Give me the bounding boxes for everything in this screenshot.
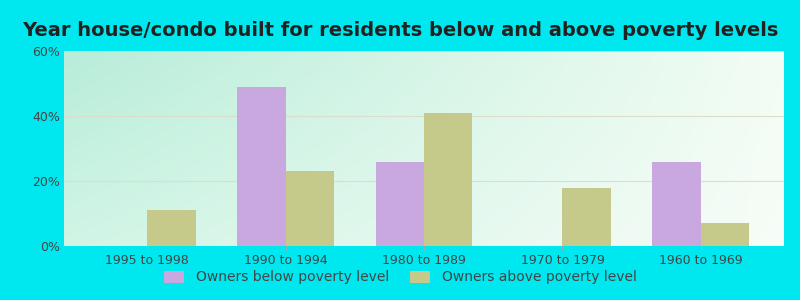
Bar	[237, 87, 286, 246]
Bar	[562, 188, 611, 246]
Bar	[701, 223, 750, 246]
Legend: Owners below poverty level, Owners above poverty level: Owners below poverty level, Owners above…	[158, 265, 642, 290]
Bar	[653, 161, 701, 246]
Bar	[147, 210, 195, 246]
Bar	[286, 171, 334, 246]
Bar	[424, 113, 473, 246]
Text: Year house/condo built for residents below and above poverty levels: Year house/condo built for residents bel…	[22, 21, 778, 40]
Bar	[375, 161, 424, 246]
